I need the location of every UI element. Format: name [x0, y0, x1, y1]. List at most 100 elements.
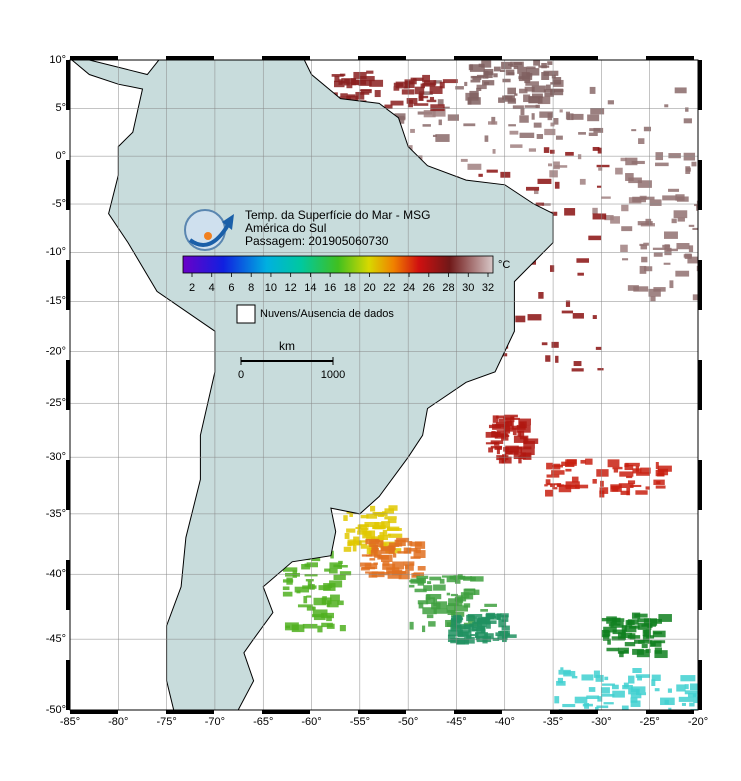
sst-patch	[610, 621, 624, 628]
sst-patch	[426, 594, 442, 600]
sst-patch	[509, 446, 523, 453]
sst-patch	[663, 262, 671, 265]
sst-patch	[373, 550, 382, 558]
sst-patch	[635, 674, 651, 678]
legend-swatch	[236, 304, 256, 324]
sst-patch	[387, 533, 392, 537]
sst-patch	[627, 619, 639, 625]
sst-patch	[620, 157, 627, 162]
sst-patch	[515, 315, 526, 323]
sst-patch	[610, 485, 620, 490]
sst-patch	[438, 119, 442, 126]
sst-patch	[433, 80, 442, 84]
sst-patch	[610, 216, 620, 224]
sst-patch	[429, 576, 442, 581]
sst-patch	[286, 577, 293, 585]
sst-patch	[358, 524, 369, 528]
sst-patch	[503, 634, 517, 638]
sst-patch	[541, 342, 548, 346]
sst-patch	[519, 430, 525, 438]
sst-patch	[687, 693, 697, 698]
sst-patch	[597, 147, 602, 154]
sst-patch	[688, 224, 695, 227]
sst-patch	[322, 596, 327, 601]
sst-patch	[555, 135, 563, 140]
sst-patch	[333, 80, 345, 88]
lon-tick-label: -60°	[301, 716, 321, 728]
lat-tick-label: -50°	[46, 704, 66, 716]
sst-patch	[559, 109, 563, 113]
sst-patch	[652, 247, 667, 250]
sst-patch	[517, 446, 532, 450]
sst-patch	[520, 107, 525, 116]
sst-patch	[621, 625, 627, 632]
sst-patch	[495, 632, 502, 637]
sst-patch	[364, 530, 372, 537]
frame-bar	[358, 710, 406, 714]
sst-patch	[346, 528, 356, 533]
sst-patch	[311, 558, 321, 562]
lat-tick-label: -40°	[46, 568, 66, 580]
sst-patch	[637, 221, 653, 226]
sst-patch	[539, 111, 553, 118]
sst-patch	[334, 75, 340, 83]
sst-patch	[541, 203, 551, 206]
sst-patch	[501, 61, 512, 70]
sst-patch	[599, 490, 605, 498]
sst-patch	[554, 181, 560, 189]
sst-patch	[343, 515, 348, 521]
sst-patch	[422, 74, 431, 83]
sst-patch	[688, 245, 694, 253]
sst-patch	[643, 629, 650, 634]
sst-patch	[664, 247, 672, 256]
sst-patch	[432, 134, 437, 137]
sst-patch	[637, 180, 652, 188]
sst-patch	[588, 132, 598, 137]
sst-patch	[339, 571, 352, 576]
lat-tick-label: -20°	[46, 345, 66, 357]
sst-patch	[378, 572, 390, 576]
sst-patch	[577, 272, 584, 276]
sst-patch	[503, 428, 514, 432]
sst-patch	[285, 572, 300, 577]
sst-patch	[312, 606, 316, 610]
sst-patch	[368, 572, 378, 578]
sst-patch	[524, 86, 535, 92]
sst-patch	[488, 121, 498, 125]
sst-patch	[491, 431, 496, 434]
sst-patch	[554, 165, 568, 168]
sst-patch	[544, 128, 556, 136]
sst-patch	[598, 167, 603, 171]
sst-patch	[484, 603, 497, 607]
sst-patch	[621, 226, 633, 232]
sst-patch	[565, 151, 574, 156]
sst-patch	[547, 483, 561, 486]
sst-patch	[416, 577, 426, 584]
frame-bar	[698, 660, 702, 710]
sst-patch	[637, 675, 643, 681]
sst-patch	[484, 620, 497, 624]
sst-patch	[654, 650, 668, 659]
sst-patch	[469, 64, 485, 72]
sst-patch	[506, 420, 513, 427]
sst-patch	[317, 625, 323, 633]
sst-patch	[560, 667, 564, 671]
sst-patch	[321, 597, 332, 605]
sst-patch	[460, 592, 470, 599]
frame-bar	[66, 260, 70, 310]
sst-patch	[496, 430, 507, 436]
sst-patch	[537, 96, 551, 105]
sst-patch	[669, 280, 674, 289]
colorbar-tick-label: 24	[403, 282, 415, 294]
sst-patch	[589, 128, 601, 132]
sst-patch	[480, 609, 489, 612]
sst-patch	[624, 463, 629, 468]
sst-patch	[550, 88, 564, 96]
lat-tick-label: -5°	[52, 198, 66, 210]
sst-patch	[541, 72, 550, 80]
sst-patch	[439, 81, 445, 89]
sst-patch	[553, 118, 559, 125]
sst-patch	[615, 167, 623, 175]
sst-patch	[543, 89, 556, 93]
sst-patch	[543, 147, 550, 153]
